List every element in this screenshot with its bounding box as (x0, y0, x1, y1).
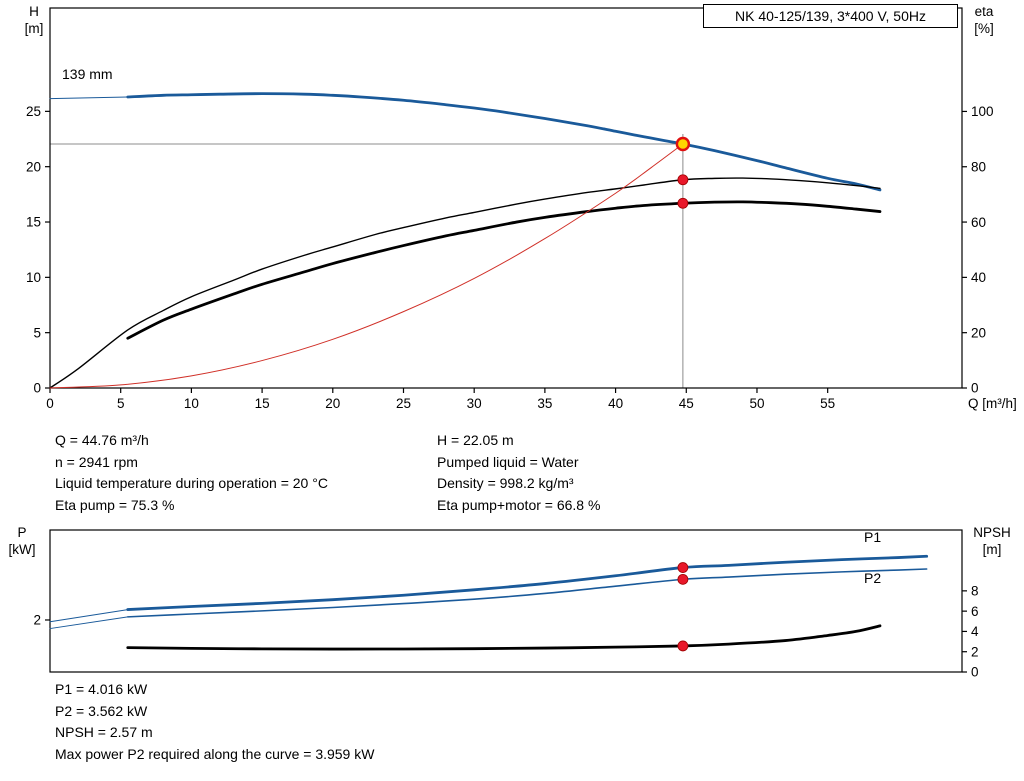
system-curve (49, 143, 684, 389)
qh-curve (126, 92, 882, 192)
x-tick-label: 10 (184, 396, 199, 411)
y-right-tick-label: 20 (971, 325, 986, 340)
p2-curve-label: P2 (864, 570, 882, 586)
operating-point-dot (677, 573, 689, 585)
power-npsh-chart: 2 0 2 4 6 8 (33, 529, 979, 680)
p-axis-title: P [kW] (0, 524, 44, 558)
y-left-tick-label: 25 (26, 104, 41, 119)
npsh-value: NPSH = 2.57 m (55, 724, 153, 740)
h-axis-title-line2: [m] (24, 21, 44, 36)
p1-curve (126, 554, 929, 611)
x-tick-label: 5 (117, 396, 125, 411)
eta-pump-value: Eta pump = 75.3 % (55, 496, 175, 513)
x-tick-label: 35 (537, 396, 552, 411)
qh-lead-line (49, 96, 129, 100)
y-left-tick-label: 10 (26, 270, 41, 285)
y-right-tick-label: 60 (971, 215, 986, 230)
x-tick-label: 25 (396, 396, 411, 411)
operating-point-dot (677, 562, 689, 573)
eta-pump-curve (49, 177, 881, 389)
eta-axis-title: eta [%] (963, 3, 1005, 37)
p2-value: P2 = 3.562 kW (55, 702, 148, 719)
operating-point-dot (677, 197, 689, 209)
operating-point-dot (677, 640, 689, 652)
x-tick-label: 40 (608, 396, 623, 411)
y-right-tick-label: 2 (971, 644, 979, 659)
eta-axis-title-line2: [%] (974, 21, 994, 36)
duty-point-marker (675, 136, 691, 152)
x-tick-label: 20 (325, 396, 340, 411)
npsh-curve (126, 624, 882, 651)
p-axis-title-line1: P (17, 525, 27, 540)
npsh-axis-title-line1: NPSH (973, 525, 1011, 540)
flow-value: Q = 44.76 m³/h (55, 432, 149, 448)
x-tick-label: 45 (679, 396, 694, 411)
y-right-tick-label: 0 (971, 665, 979, 680)
p-axis-title-line2: [kW] (8, 542, 36, 557)
eta-axis-title-line1: eta (974, 4, 994, 19)
h-axis-title: H [m] (13, 3, 55, 37)
operating-point-dot (677, 174, 689, 186)
x-tick-label: 50 (749, 396, 764, 411)
npsh-axis-title: NPSH [m] (966, 524, 1018, 558)
h-q-chart: 0 5 10 15 20 25 30 35 40 45 50 55 Q [m³/h]0510152025… (26, 7, 1017, 411)
head-value: H = 22.05 m (437, 432, 514, 448)
eta-pump-motor-value: Eta pump+motor = 66.8 % (437, 496, 601, 513)
h-axis-title-line1: H (29, 4, 39, 19)
duty-info-right-column: H = 22.05 m Pumped liquid = Water Densit… (437, 430, 600, 516)
y-left-tick-label: 2 (33, 613, 41, 628)
y-right-tick-label: 40 (971, 270, 986, 285)
x-tick-label: 15 (255, 396, 270, 411)
x-tick-label: 0 (46, 396, 54, 411)
density-value: Density = 998.2 kg/m³ (437, 475, 574, 491)
x-tick-label: 55 (820, 396, 835, 411)
duty-info-left-column: Q = 44.76 m³/h n = 2941 rpm Liquid tempe… (55, 430, 328, 516)
p2-lead-line (49, 616, 129, 630)
y-left-tick-label: 15 (26, 215, 41, 230)
y-right-tick-label: 80 (971, 159, 986, 174)
npsh-axis-title-line2: [m] (982, 542, 1002, 557)
y-right-tick-label: 4 (971, 624, 979, 639)
p1-lead-line (49, 609, 129, 623)
max-power-value: Max power P2 required along the curve = … (55, 745, 375, 762)
p2-curve (126, 568, 928, 618)
y-right-tick-label: 8 (971, 584, 979, 599)
y-right-tick-label: 100 (971, 104, 994, 119)
y-left-tick-label: 5 (33, 325, 41, 340)
y-left-tick-label: 20 (26, 159, 41, 174)
speed-value: n = 2941 rpm (55, 453, 138, 470)
y-right-tick-label: 6 (971, 604, 979, 619)
x-axis-unit-label: Q [m³/h] (968, 396, 1017, 411)
p1-value: P1 = 4.016 kW (55, 681, 148, 697)
liquid-temperature-value: Liquid temperature during operation = 20… (55, 475, 328, 491)
pump-title-box: NK 40-125/139, 3*400 V, 50Hz (703, 4, 958, 28)
plot-frame (49, 7, 963, 389)
pumped-liquid-value: Pumped liquid = Water (437, 453, 579, 470)
y-right-tick-label: 0 (971, 381, 979, 396)
y-left-tick-label: 0 (33, 381, 41, 396)
x-tick-label: 30 (467, 396, 482, 411)
power-info-block: P1 = 4.016 kW P2 = 3.562 kW NPSH = 2.57 … (55, 679, 374, 765)
eta-pump-motor-curve (126, 200, 882, 340)
plot-frame (49, 529, 963, 673)
p1-curve-label: P1 (864, 529, 882, 545)
impeller-size-label: 139 mm (62, 66, 113, 82)
